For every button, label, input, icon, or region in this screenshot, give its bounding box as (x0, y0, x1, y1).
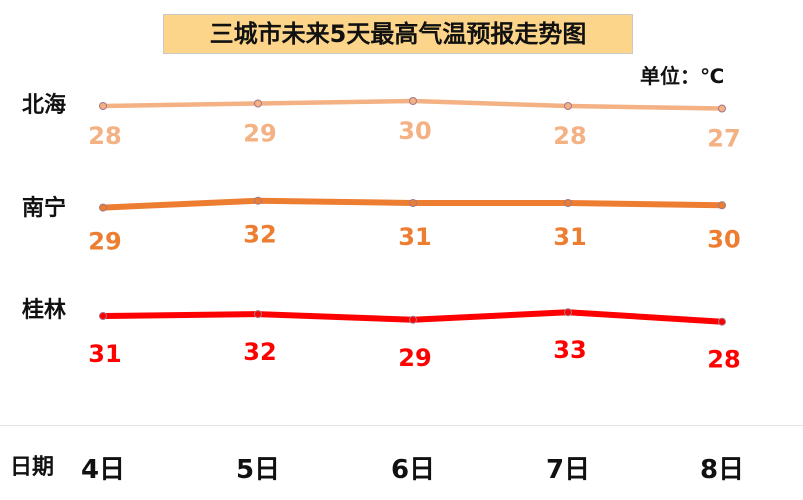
chart-title: 三城市未来5天最高气温预报走势图 (163, 14, 633, 54)
data-point-beihai-4 (564, 102, 572, 110)
data-label-nanning-2: 32 (243, 221, 276, 249)
series-name-nanning: 南宁 (22, 195, 66, 221)
data-point-guilin-2 (254, 310, 262, 319)
data-point-guilin-3 (409, 315, 417, 324)
x-axis-divider (0, 425, 803, 426)
data-label-nanning-4: 31 (553, 223, 586, 251)
data-label-nanning-1: 29 (88, 228, 121, 256)
data-point-nanning-5 (718, 201, 726, 210)
x-tick-label-3: 6日 (391, 455, 435, 485)
data-point-guilin-4 (564, 308, 572, 317)
data-point-nanning-3 (409, 199, 417, 207)
data-point-guilin-5 (718, 317, 726, 326)
data-point-beihai-3 (409, 97, 417, 105)
data-label-guilin-1: 31 (88, 340, 121, 368)
unit-label: 单位：℃ (640, 64, 725, 88)
data-label-beihai-3: 30 (398, 117, 431, 145)
data-point-nanning-1 (99, 203, 107, 212)
data-point-guilin-1 (99, 312, 107, 320)
series-name-beihai: 北海 (22, 92, 66, 118)
data-point-nanning-2 (254, 196, 262, 205)
x-axis-label: 日期 (10, 455, 54, 480)
data-label-beihai-5: 27 (707, 125, 740, 153)
data-point-beihai-1 (99, 102, 107, 110)
data-label-guilin-2: 32 (243, 338, 276, 366)
data-label-beihai-4: 28 (553, 122, 586, 150)
data-label-beihai-1: 28 (88, 122, 121, 150)
series-name-guilin: 桂林 (22, 297, 66, 323)
data-label-guilin-5: 28 (707, 346, 740, 374)
data-label-nanning-3: 31 (398, 223, 431, 251)
x-tick-label-1: 4日 (81, 455, 125, 485)
data-label-guilin-4: 33 (553, 336, 586, 364)
data-point-beihai-2 (254, 99, 262, 108)
x-tick-label-5: 8日 (700, 455, 744, 485)
x-tick-label-4: 7日 (546, 455, 590, 485)
data-point-beihai-5 (718, 104, 726, 113)
data-point-nanning-4 (564, 199, 572, 207)
data-label-guilin-3: 29 (398, 344, 431, 372)
data-label-nanning-5: 30 (707, 225, 740, 253)
x-tick-label-2: 5日 (236, 455, 280, 485)
data-label-beihai-2: 29 (243, 120, 276, 148)
